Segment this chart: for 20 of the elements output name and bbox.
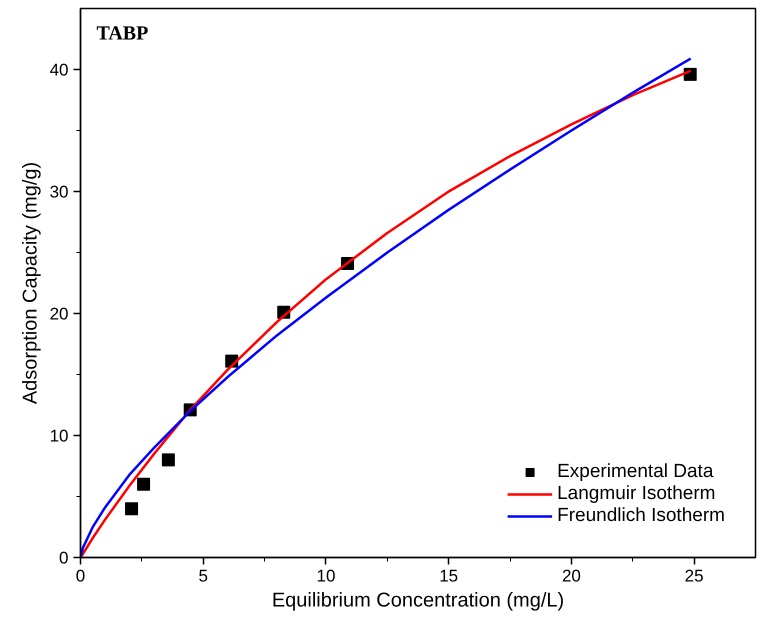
y-tick-label: 20	[50, 304, 69, 324]
y-tick-label: 0	[59, 548, 69, 568]
legend-label: Langmuir Isotherm	[557, 483, 716, 505]
y-tick-label: 30	[50, 182, 69, 202]
x-tick-label: 10	[316, 566, 336, 586]
point	[125, 502, 138, 516]
x-tick-label: 20	[562, 566, 581, 586]
y-tick-label: 10	[50, 426, 69, 446]
legend-label: Freundlich Isotherm	[557, 505, 725, 527]
x-axis-title: Equilibrium Concentration (mg/L)	[272, 590, 564, 612]
legend-label: Experimental Data	[557, 461, 714, 483]
point	[137, 478, 150, 491]
y-tick-label: 40	[50, 60, 69, 80]
x-tick-label: 5	[198, 566, 208, 586]
x-tick-label: 0	[76, 566, 86, 586]
y-axis-title: Adsorption Capacity (mg/g)	[20, 162, 42, 404]
x-tick-label: 15	[439, 566, 458, 586]
point	[162, 453, 175, 466]
text: TABP	[96, 22, 148, 44]
x-tick-label: 25	[684, 566, 704, 586]
